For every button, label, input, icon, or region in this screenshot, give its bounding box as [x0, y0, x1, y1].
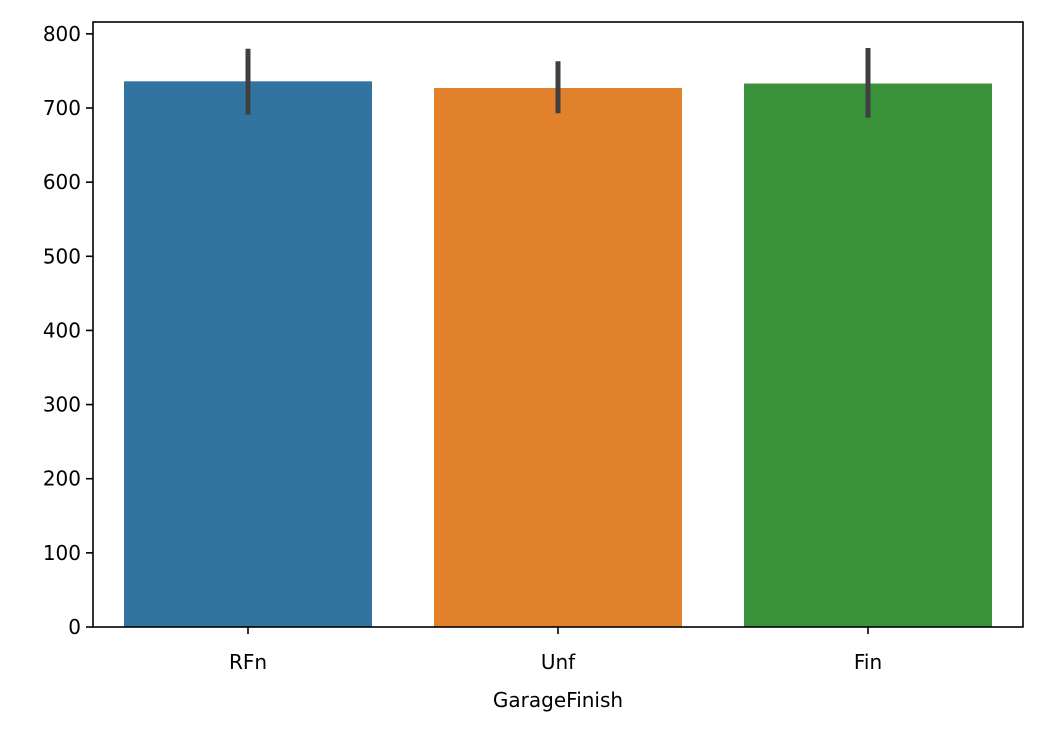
y-tick-label: 500 — [43, 244, 81, 268]
x-tick-label: RFn — [229, 650, 267, 674]
bar-rfn — [124, 81, 372, 628]
y-tick-label: 600 — [43, 170, 81, 194]
y-tick-label: 800 — [43, 22, 81, 46]
y-tick-label: 100 — [43, 541, 81, 565]
x-axis: RFn Unf Fin — [229, 627, 882, 674]
bar-fin — [744, 83, 992, 628]
y-tick-label: 700 — [43, 96, 81, 120]
y-tick-label: 300 — [43, 393, 81, 417]
x-tick-label: Fin — [854, 650, 882, 674]
x-axis-title: GarageFinish — [493, 688, 623, 712]
error-bars-group — [245, 47, 871, 118]
bars-group — [124, 81, 992, 628]
y-axis: 0 100 200 300 400 500 600 700 800 — [43, 22, 93, 639]
y-tick-label: 0 — [68, 615, 81, 639]
y-tick-label: 200 — [43, 467, 81, 491]
bar-unf — [434, 87, 682, 628]
x-tick-label: Unf — [541, 650, 576, 674]
y-tick-label: 400 — [43, 318, 81, 342]
